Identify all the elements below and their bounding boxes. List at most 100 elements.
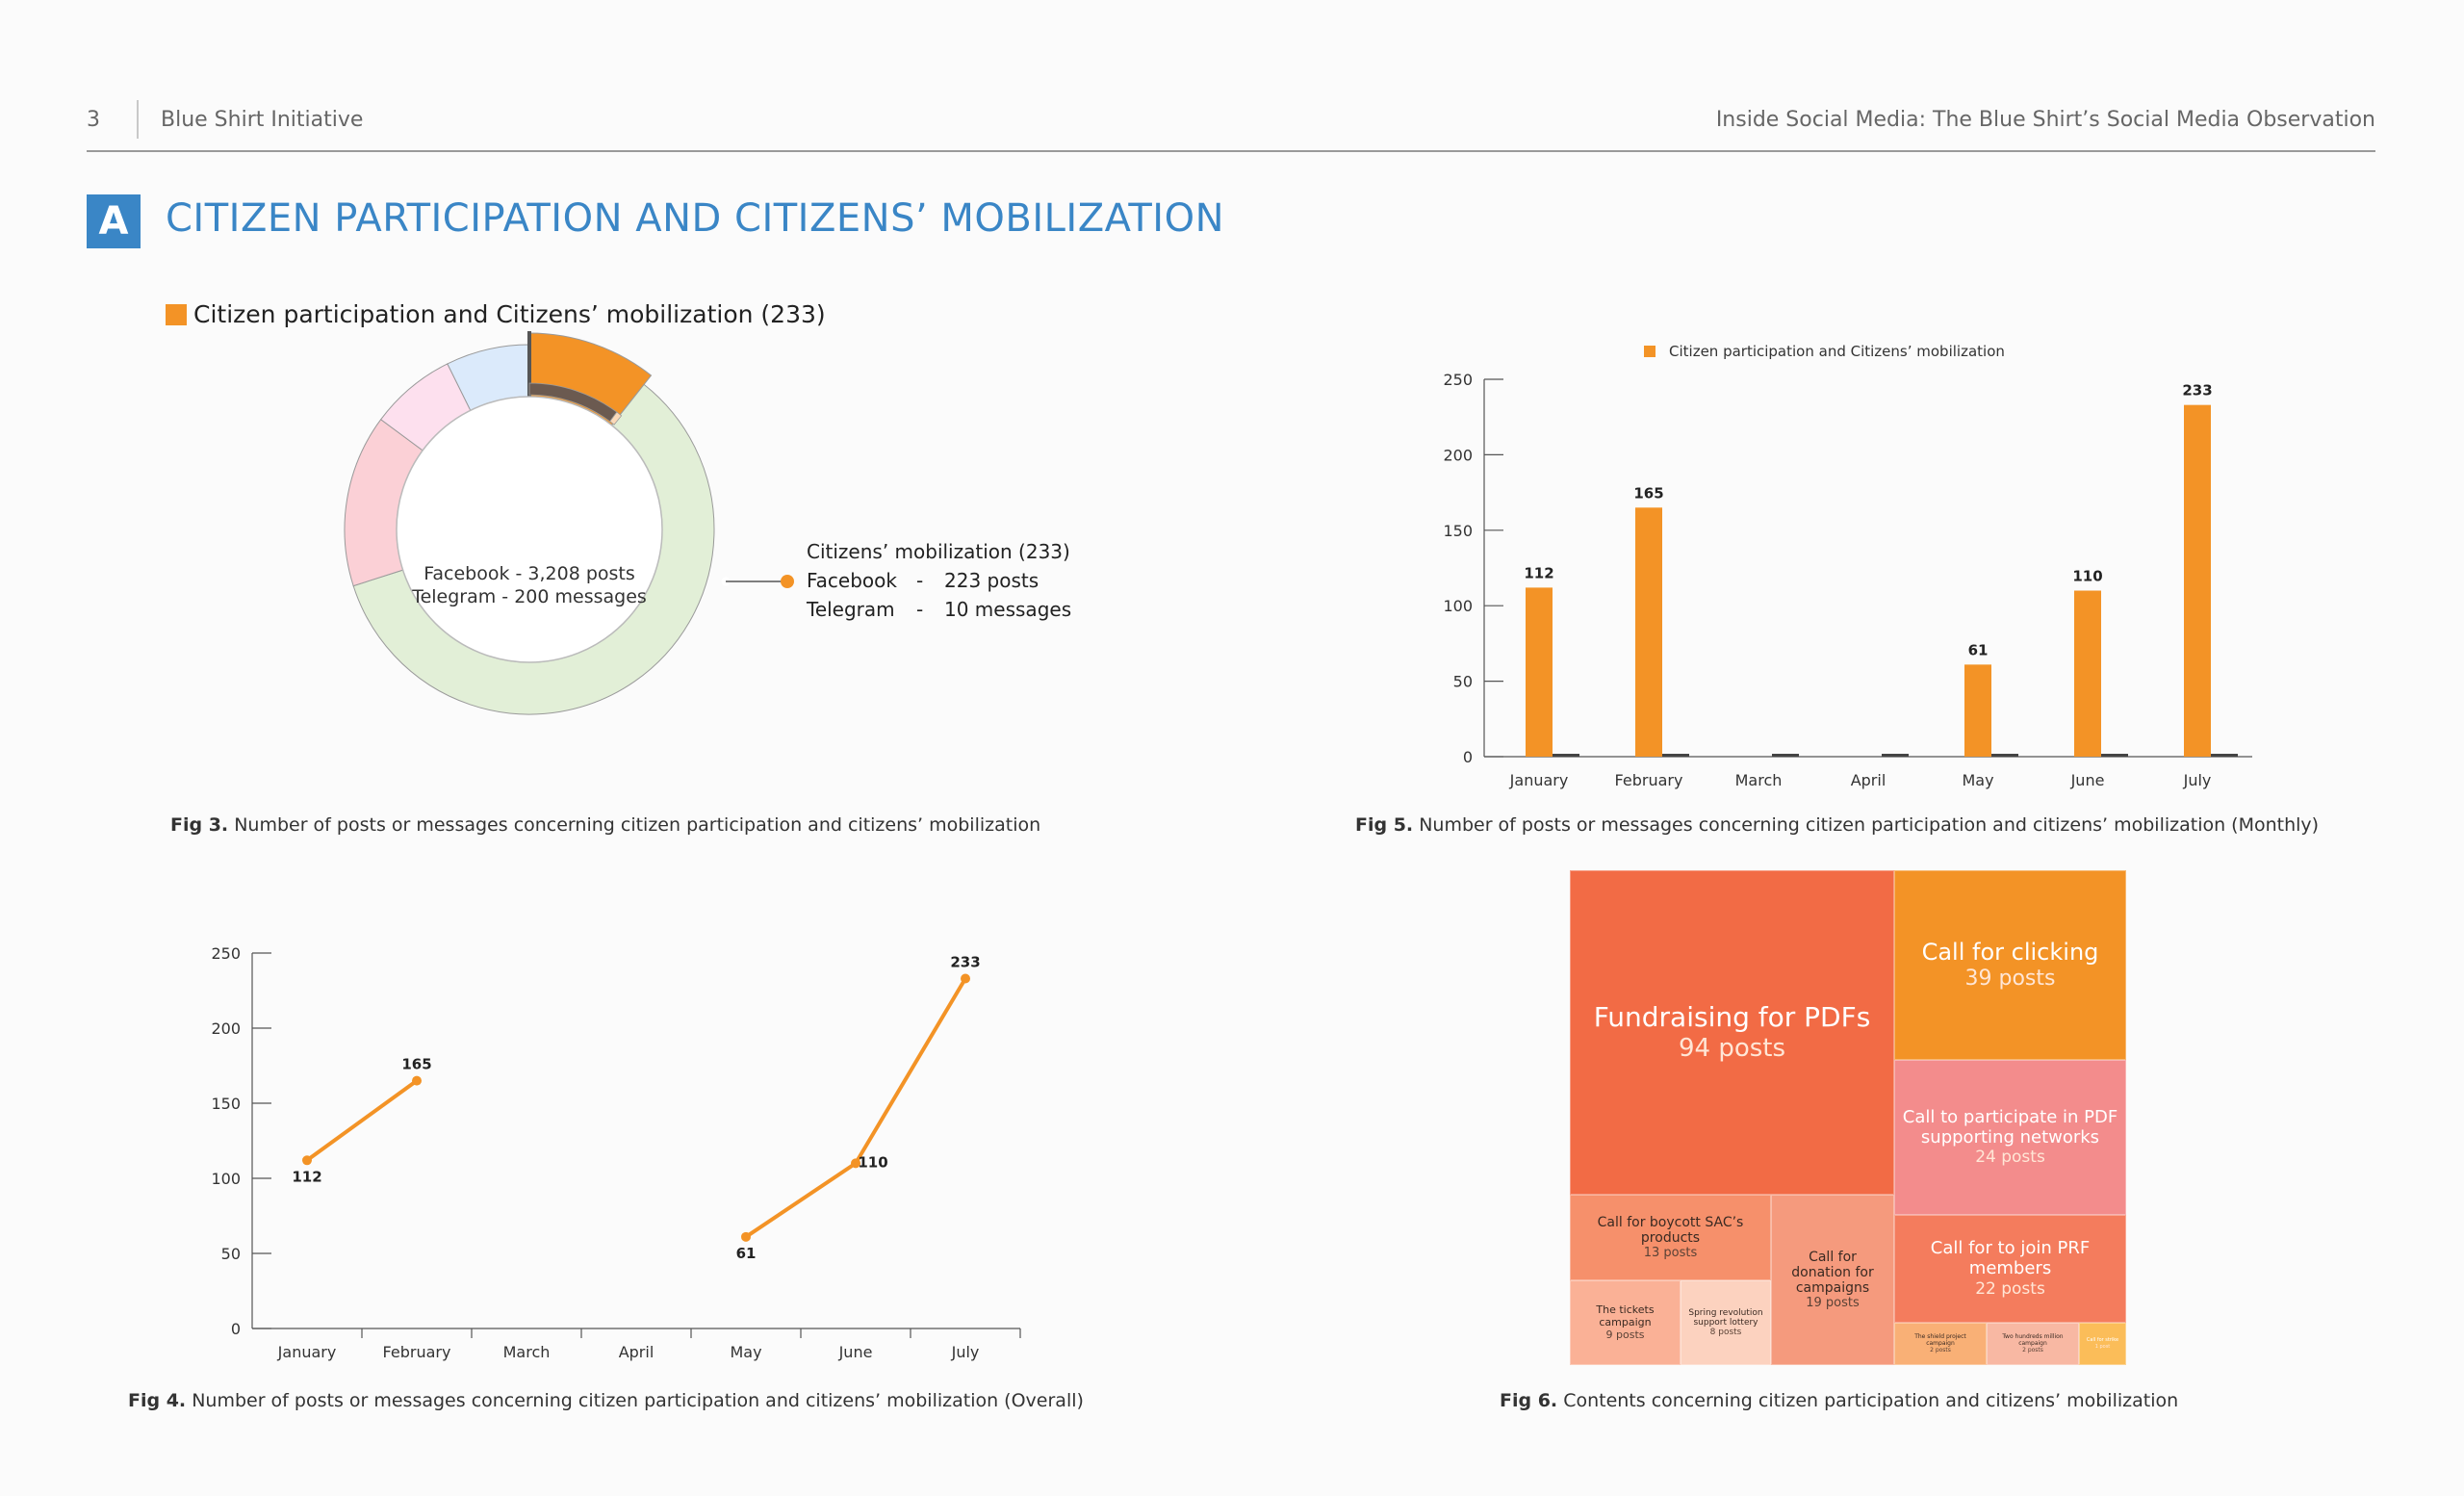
fig4-line-chart: 0 50 100 150 200 250 January February March April… [211, 944, 1021, 1361]
fig5-bar-chart: Citizen participation and Citizens’ mobi… [1443, 343, 2252, 789]
header-divider [137, 100, 139, 139]
fig6-cell: Spring revolution support lottery 8 posts [1681, 1280, 1771, 1365]
fig6-cell: Two hundreds million campaign 2 posts [1987, 1323, 2079, 1365]
fig5-caption-label: Fig 5. [1355, 814, 1414, 836]
fig3-callout-dot [781, 575, 794, 588]
fig4-line-segment [305, 1078, 419, 1162]
section-title: CITIZEN PARTICIPATION AND CITIZENS’ MOBI… [166, 196, 1224, 241]
fig6-cell-posts: 8 posts [1709, 1328, 1742, 1338]
fig4-axes: 0 50 100 150 200 250 January February March April… [211, 944, 1021, 1361]
y-tick-label: 0 [231, 1320, 241, 1338]
x-tick-label: January [277, 1343, 337, 1361]
fig4-point [302, 1155, 312, 1166]
y-tick-label: 150 [1443, 522, 1473, 540]
fig5-axes: 0 50 100 150 200 250 January February March April… [1443, 371, 2252, 789]
fig6-cell: Call for strike 1 post [2079, 1323, 2126, 1365]
fig5-legend-swatch [1644, 346, 1656, 357]
fig6-cell-posts: 22 posts [1975, 1278, 2045, 1299]
fig5-secondary-bar [1991, 754, 2018, 757]
fig4-lines: 112 165 61 110 233 [292, 954, 980, 1262]
fig6-cell: Fundraising for PDFs 94 posts [1570, 870, 1894, 1195]
fig5-caption-text: Number of posts or messages concerning c… [1413, 814, 2320, 836]
fig3-caption-text: Number of posts or messages concerning c… [228, 814, 1041, 836]
fig3-callout-tg-dash: - [916, 598, 923, 621]
fig4-data-label: 112 [292, 1168, 321, 1185]
fig6-caption-label: Fig 6. [1500, 1390, 1558, 1411]
section-legend-swatch [166, 304, 187, 325]
y-tick-label: 50 [221, 1245, 241, 1263]
fig4-data-label: 165 [401, 1056, 431, 1073]
fig5-bar [1526, 587, 1553, 757]
fig6-cell-posts: 39 posts [1964, 966, 2056, 991]
fig3-caption-label: Fig 3. [170, 814, 229, 836]
fig4-line-segment [854, 977, 967, 1165]
fig4-point [851, 1158, 860, 1169]
fig5-bar [2184, 404, 2211, 757]
fig5-data-label: 110 [2072, 568, 2102, 585]
y-tick-label: 250 [211, 944, 241, 963]
fig6-cell-posts: 2 posts [2022, 1347, 2043, 1354]
fig6-cell-posts: 24 posts [1975, 1148, 2045, 1168]
fig6-cell: Call to participate in PDF supporting ne… [1894, 1060, 2126, 1215]
fig6-caption: Fig 6. Contents concerning citizen parti… [1500, 1390, 2178, 1411]
fig6-cell-title: Fundraising for PDFs [1593, 1001, 1871, 1034]
fig5-secondary-bar [2211, 754, 2238, 757]
fig4-data-label: 61 [736, 1245, 757, 1262]
fig5-data-label: 112 [1524, 564, 1553, 581]
x-tick-label: February [1615, 771, 1683, 789]
x-tick-label: May [730, 1343, 761, 1361]
y-tick-label: 200 [211, 1019, 241, 1038]
fig6-cell-posts: 9 posts [1605, 1328, 1645, 1342]
header-rule [87, 150, 2375, 152]
fig3-center-line1: Facebook - 3,208 posts [424, 563, 635, 584]
x-tick-label: March [503, 1343, 551, 1361]
fig3-callout-fb-label: Facebook [807, 569, 897, 592]
x-tick-label: April [619, 1343, 654, 1361]
fig5-secondary-bar [1882, 754, 1909, 757]
fig6-cell-posts: 94 posts [1678, 1033, 1786, 1063]
fig3-callout-title: Citizens’ mobilization (233) [807, 540, 1070, 563]
fig5-bars: 112 165 61 110 233 [1524, 382, 2238, 757]
y-tick-label: 100 [211, 1170, 241, 1188]
fig5-secondary-bar [2101, 754, 2128, 757]
fig4-caption-label: Fig 4. [128, 1390, 187, 1411]
x-tick-label: June [838, 1343, 873, 1361]
fig3-center-line2: Telegram - 200 messages [411, 586, 647, 607]
fig6-cell-posts: 19 posts [1806, 1296, 1860, 1311]
fig5-data-label: 165 [1633, 484, 1663, 502]
fig6-cell: Call for clicking 39 posts [1894, 870, 2126, 1060]
y-tick-label: 100 [1443, 597, 1473, 615]
fig6-cell-posts: 13 posts [1643, 1246, 1698, 1261]
fig4-caption-text: Number of posts or messages concerning c… [186, 1390, 1084, 1411]
fig3-callout-fb-dash: - [916, 569, 923, 592]
y-tick-label: 250 [1443, 371, 1473, 389]
fig3-inner-slice [609, 411, 623, 426]
fig3-callout-fb-value: 223 posts [944, 569, 1039, 592]
fig4-data-label: 233 [950, 954, 980, 971]
fig6-cell-posts: 2 posts [1930, 1347, 1951, 1354]
page-number: 3 [87, 108, 100, 132]
fig5-secondary-bar [1772, 754, 1799, 757]
fig6-cell-title: Call for clicking [1921, 939, 2099, 967]
fig6-cell: Call for to join PRF members 22 posts [1894, 1215, 2126, 1323]
fig5-legend-label: Citizen participation and Citizens’ mobi… [1669, 343, 2005, 360]
fig6-cell-title: Two hundreds million campaign [2002, 1332, 2064, 1347]
fig5-bar [2074, 590, 2101, 757]
fig5-data-label: 233 [2182, 382, 2212, 400]
x-tick-label: March [1735, 771, 1783, 789]
fig4-point [741, 1231, 751, 1242]
fig4-caption: Fig 4. Number of posts or messages conce… [128, 1390, 1084, 1411]
fig6-cell-title: The shield project campaign [1914, 1332, 1966, 1347]
x-tick-label: July [951, 1343, 980, 1361]
fig6-cell-title: The tickets campaign [1596, 1303, 1655, 1328]
fig6-treemap: Fundraising for PDFs 94 posts Call for cli… [1570, 870, 2126, 1365]
y-tick-label: 200 [1443, 446, 1473, 464]
fig6-cell-title: Call to participate in PDF supporting ne… [1902, 1106, 2118, 1148]
fig5-data-label: 61 [1968, 641, 1989, 658]
x-tick-label: January [1509, 771, 1569, 789]
fig3-donut-chart: Facebook - 3,208 posts Telegram - 200 me… [344, 331, 1071, 715]
fig3-caption: Fig 3. Number of posts or messages conce… [170, 814, 1040, 836]
y-tick-label: 50 [1453, 673, 1473, 691]
fig6-cell-title: Call for to join PRF members [1930, 1238, 2091, 1278]
header-org: Blue Shirt Initiative [161, 108, 364, 132]
